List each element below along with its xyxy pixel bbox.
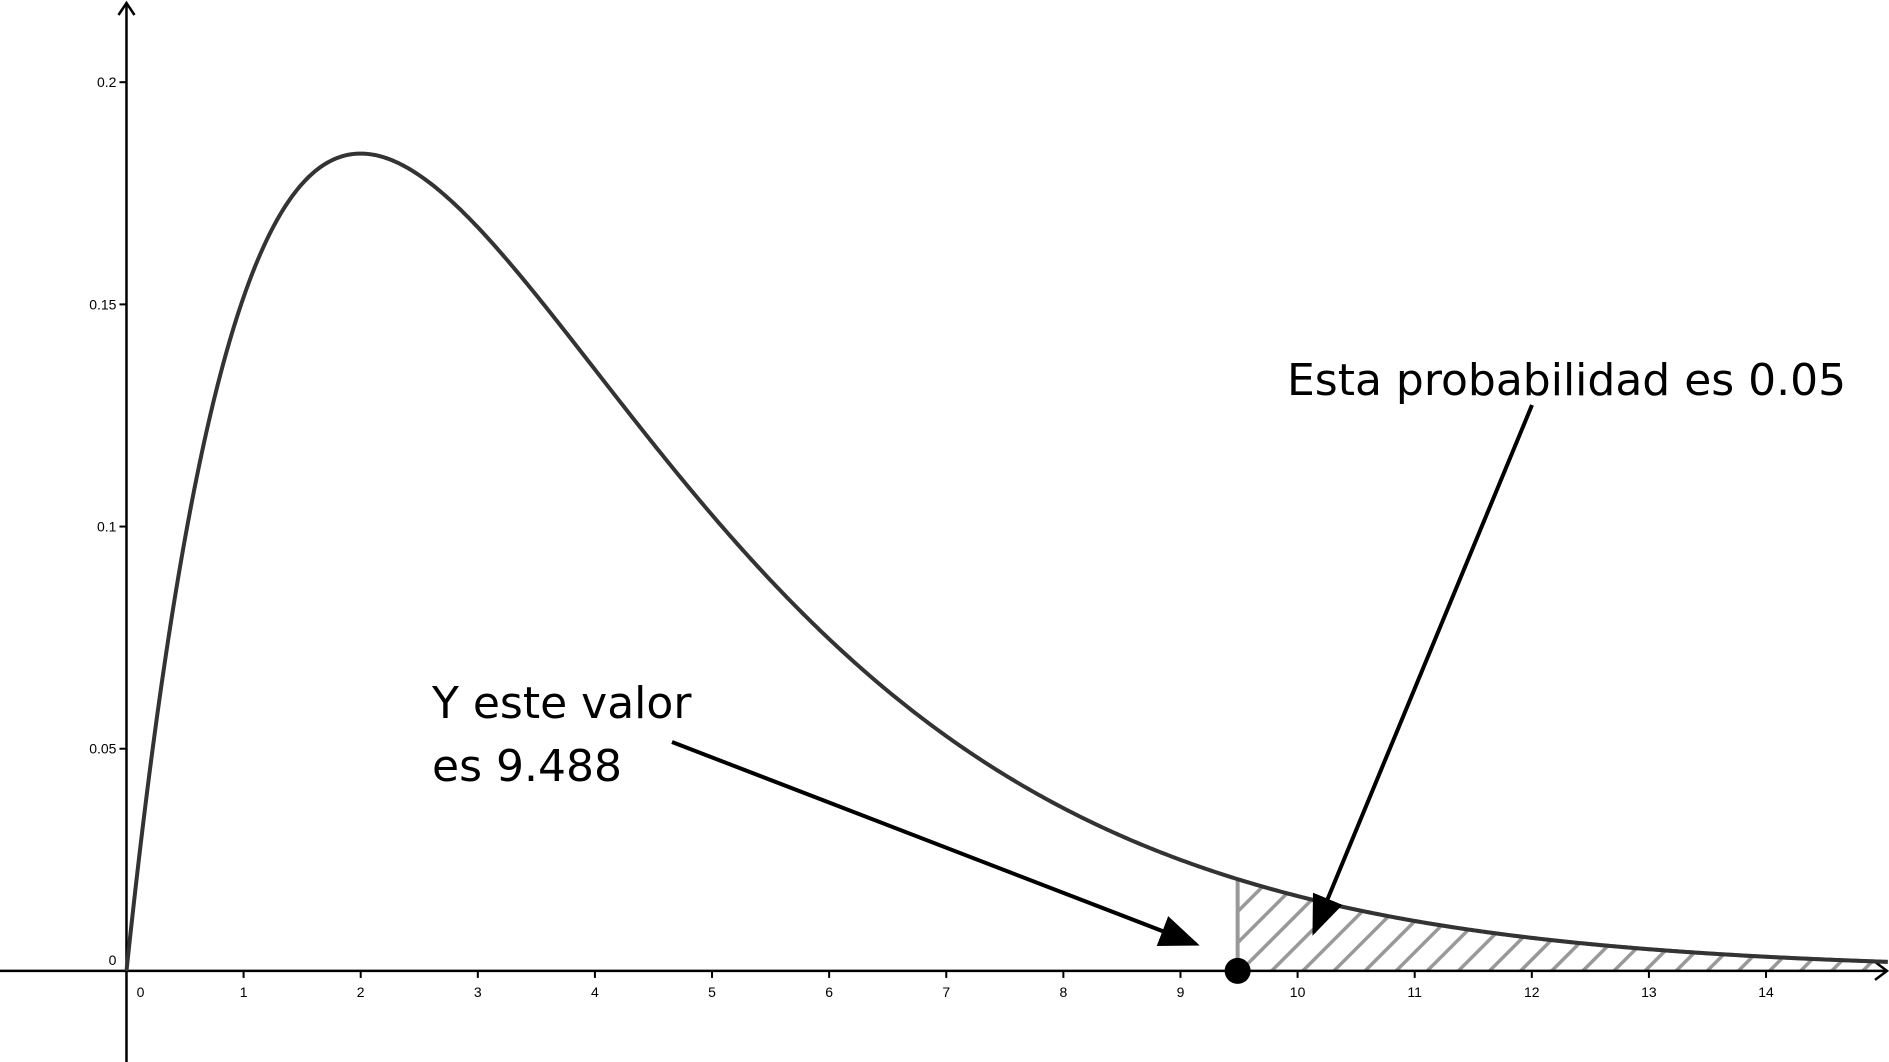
- annotation-value-line-2: es 9.488: [432, 741, 622, 792]
- x-axis-arrow-icon: [1874, 960, 1889, 981]
- x-tick-label: 4: [591, 984, 599, 1000]
- x-tick-label: 0: [137, 984, 145, 1000]
- x-tick-label: 7: [942, 984, 950, 1000]
- x-tick-label: 1: [240, 984, 248, 1000]
- annotation-probability-line-1: Esta probabilidad es 0.05: [1287, 355, 1846, 406]
- x-tick-label: 10: [1290, 984, 1306, 1000]
- annotation-probability-arrow-icon: [1312, 404, 1534, 936]
- x-tick-label: 14: [1758, 984, 1774, 1000]
- critical-value-point: [1224, 957, 1251, 984]
- x-tick-label: 6: [825, 984, 833, 1000]
- x-tick-label: 9: [1177, 984, 1185, 1000]
- x-axis-ticks: 0 1 2 3 4 5 6 7 8 9 10 11 12 13 14: [125, 970, 1774, 1000]
- y-axis-ticks: 0 0.05 0.1 0.15 0.2: [89, 74, 127, 968]
- shade-fill: [1237, 879, 1889, 971]
- y-tick-label: 0.2: [97, 74, 117, 90]
- y-axis-arrow-icon: [117, 0, 136, 16]
- density-curve: [124, 151, 1888, 972]
- x-tick-label: 8: [1059, 984, 1067, 1000]
- x-tick-label: 2: [357, 984, 365, 1000]
- x-tick-label: 3: [474, 984, 482, 1000]
- x-tick-label: 13: [1641, 984, 1657, 1000]
- y-tick-label: 0.1: [97, 519, 117, 535]
- annotations: Esta probabilidad es 0.05 Y este valor es …: [431, 355, 1846, 946]
- y-tick-label: 0: [109, 952, 117, 968]
- y-tick-label: 0.05: [89, 741, 116, 757]
- annotation-value-line-1: Y este valor: [431, 678, 692, 729]
- annotation-value-arrow-icon: [671, 740, 1200, 946]
- x-tick-label: 12: [1524, 984, 1540, 1000]
- y-tick-label: 0.15: [89, 296, 116, 312]
- x-tick-label: 5: [708, 984, 716, 1000]
- x-tick-label: 11: [1407, 984, 1422, 1000]
